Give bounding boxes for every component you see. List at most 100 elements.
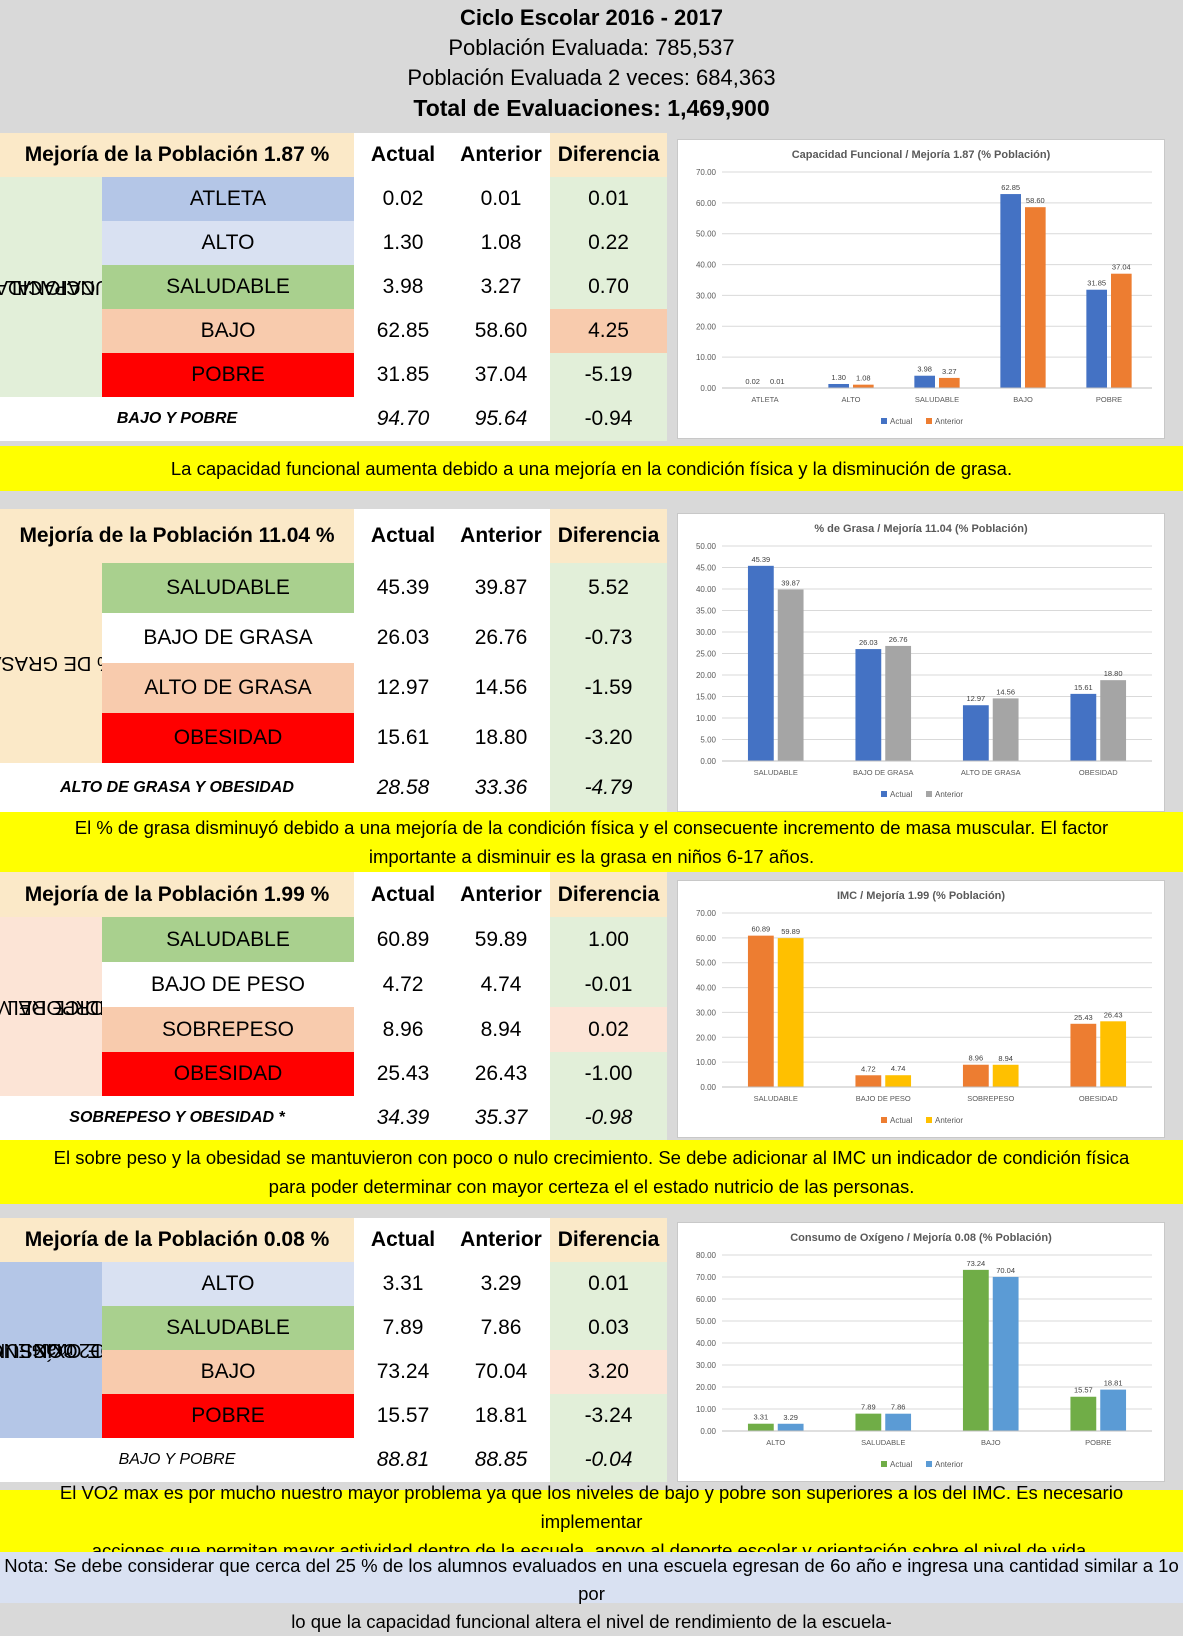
table-row: SALUDABLE 7.89 7.86 0.03: [102, 1306, 667, 1350]
note-text: para poder determinar con mayor certeza …: [268, 1176, 915, 1197]
row-diferencia: 4.25: [550, 309, 667, 353]
col-diferencia: Diferencia: [550, 509, 667, 563]
data-label: 8.96: [969, 1054, 984, 1063]
legend-swatch: [881, 1117, 887, 1123]
data-label: 4.74: [891, 1064, 906, 1073]
summary-label: SOBREPESO Y OBESIDAD *: [69, 1109, 285, 1126]
row-category: ALTO: [102, 1262, 354, 1306]
legend-label: Actual: [890, 1116, 912, 1125]
x-tick-label: SALUDABLE: [861, 1438, 905, 1447]
bar: [855, 1413, 882, 1431]
evaluated-twice-population: Población Evaluada 2 veces: 684,363: [407, 65, 776, 90]
table-header: Mejoría de la Población 1.87 % Actual An…: [0, 133, 667, 177]
y-tick-label: 50.00: [696, 959, 717, 968]
legend-label: Anterior: [935, 1460, 963, 1469]
row-category: SOBREPESO: [102, 1007, 354, 1052]
row-actual: 8.96: [354, 1007, 452, 1052]
y-tick-label: 20.00: [696, 671, 717, 680]
legend-swatch: [881, 418, 887, 424]
table-row: ALTO 3.31 3.29 0.01: [102, 1262, 667, 1306]
evaluated-population: Población Evaluada: 785,537: [448, 35, 735, 60]
data-label: 7.86: [891, 1403, 906, 1412]
legend-label: Actual: [890, 1460, 912, 1469]
data-label: 15.57: [1074, 1386, 1093, 1395]
bar: [828, 383, 849, 388]
bar: [777, 1423, 804, 1431]
row-diferencia: 0.22: [550, 221, 667, 265]
x-tick-label: ALTO DE GRASA: [961, 768, 1021, 777]
data-label: 60.89: [751, 925, 770, 934]
table-header: Mejoría de la Población 0.08 % Actual An…: [0, 1218, 667, 1262]
row-anterior: 58.60: [452, 309, 550, 353]
y-tick-label: 10.00: [696, 714, 717, 723]
section-grasa: Mejoría de la Población 11.04 % Actual A…: [0, 509, 1183, 812]
row-category: OBESIDAD: [102, 713, 354, 763]
row-anterior: 26.43: [452, 1052, 550, 1096]
data-label: 15.61: [1074, 683, 1093, 692]
bar: [747, 1423, 774, 1431]
y-tick-label: 50.00: [696, 230, 717, 239]
bar: [855, 649, 882, 761]
row-category: ALTO: [102, 221, 354, 265]
legend-label: Actual: [890, 790, 912, 799]
row-actual: 60.89: [354, 917, 452, 962]
data-label: 12.97: [966, 694, 985, 703]
note-text: El sobre peso y la obesidad se mantuvier…: [53, 1147, 1130, 1168]
row-diferencia: -3.24: [550, 1394, 667, 1438]
cycle-title: Ciclo Escolar 2016 - 2017: [460, 5, 723, 30]
row-actual: 15.57: [354, 1394, 452, 1438]
row-anterior: 14.56: [452, 663, 550, 713]
bar: [1000, 194, 1021, 388]
y-tick-label: 15.00: [696, 693, 717, 702]
table-header: Mejoría de la Población 1.99 % Actual An…: [0, 872, 667, 917]
bar: [885, 1075, 912, 1087]
row-actual: 4.72: [354, 962, 452, 1007]
y-tick-label: 0.00: [700, 1083, 716, 1092]
note-text: La capacidad funcional aumenta debido a …: [170, 458, 1013, 479]
row-category: SALUDABLE: [102, 917, 354, 962]
footnote: Nota: Se debe considerar que cerca del 2…: [0, 1552, 1183, 1632]
bar: [777, 589, 804, 761]
x-tick-label: POBRE: [1096, 395, 1122, 404]
summary-actual: 94.70: [376, 407, 430, 430]
row-category: BAJO: [102, 309, 354, 353]
x-tick-label: SOBREPESO: [967, 1094, 1014, 1103]
chart-vo2: Consumo de Oxígeno / Mejoría 0.08 (% Pob…: [677, 1222, 1165, 1482]
row-category: BAJO: [102, 1350, 354, 1394]
data-label: 3.27: [942, 367, 957, 376]
legend-swatch: [881, 791, 887, 797]
table-row: OBESIDAD 25.43 26.43 -1.00: [102, 1052, 667, 1096]
y-tick-label: 60.00: [696, 199, 717, 208]
bar: [1100, 680, 1127, 761]
col-actual: Actual: [354, 509, 452, 563]
data-label: 26.76: [889, 635, 908, 644]
data-label: 39.87: [781, 579, 800, 588]
table-row: POBRE 15.57 18.81 -3.24: [102, 1394, 667, 1438]
summary-anterior: 33.36: [474, 775, 528, 799]
chart-grasa: % de Grasa / Mejoría 11.04 (% Población)…: [677, 513, 1165, 812]
data-label: 1.08: [856, 374, 871, 383]
bar: [1100, 1389, 1127, 1431]
y-tick-label: 45.00: [696, 564, 717, 573]
chart-title: Capacidad Funcional / Mejoría 1.87 (% Po…: [792, 149, 1051, 161]
bar: [962, 1269, 989, 1431]
summary-anterior: 88.85: [474, 1448, 528, 1471]
row-anterior: 70.04: [452, 1350, 550, 1394]
bar: [855, 1075, 882, 1087]
row-diferencia: 1.00: [550, 917, 667, 962]
bar: [992, 698, 1019, 761]
note-text: El % de grasa disminuyó debido a una mej…: [74, 817, 1109, 838]
y-tick-label: 5.00: [700, 736, 716, 745]
row-diferencia: -5.19: [550, 353, 667, 397]
y-tick-label: 0.00: [700, 757, 716, 766]
row-category: SALUDABLE: [102, 1306, 354, 1350]
y-tick-label: 10.00: [696, 1405, 717, 1414]
legend-label: Actual: [890, 417, 912, 426]
row-anterior: 26.76: [452, 613, 550, 663]
summary-row: ALTO DE GRASA Y OBESIDAD 28.58 33.36 -4.…: [0, 763, 667, 812]
bar: [1070, 1023, 1097, 1087]
x-tick-label: BAJO DE PESO: [856, 1094, 911, 1103]
y-tick-label: 50.00: [696, 542, 717, 551]
row-diferencia: -1.00: [550, 1052, 667, 1096]
table-row: POBRE 31.85 37.04 -5.19: [102, 353, 667, 397]
